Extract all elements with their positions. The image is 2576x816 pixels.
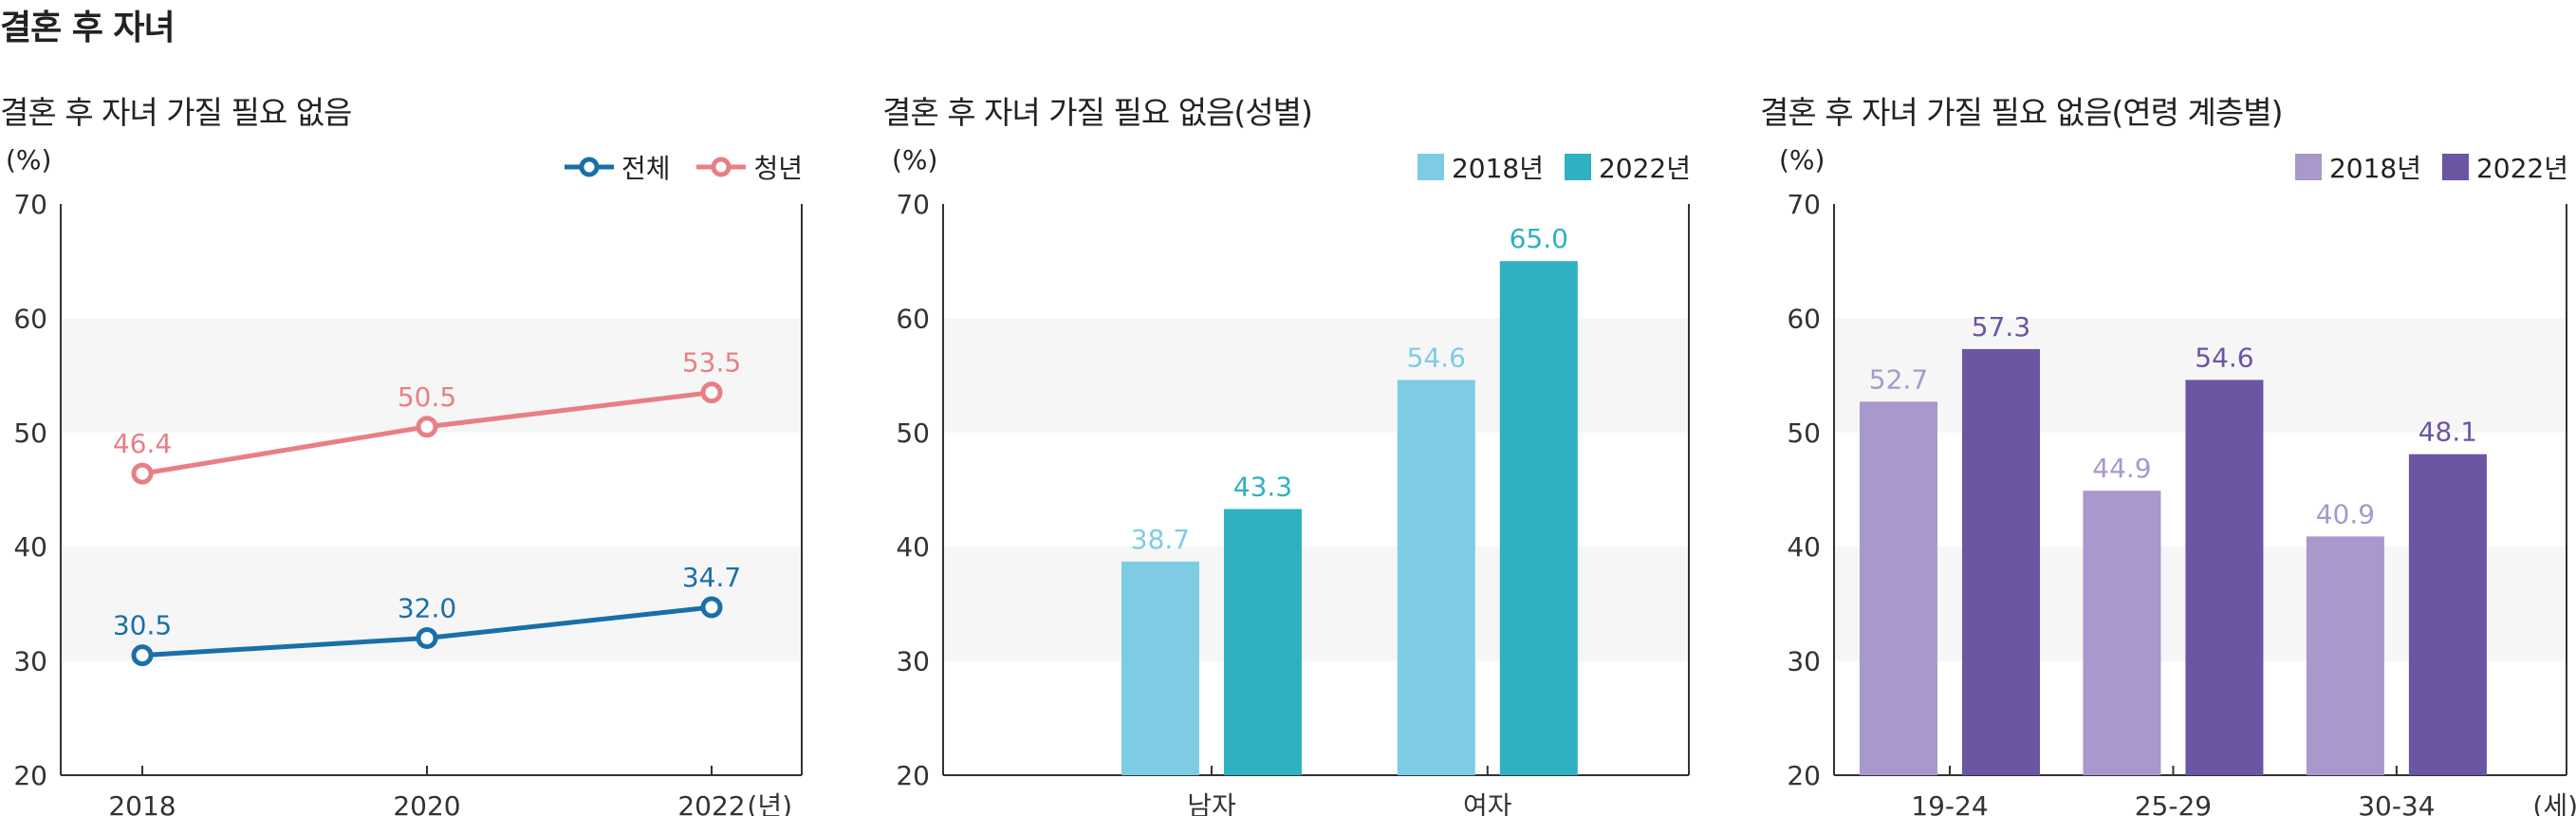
data-label: 53.5 (682, 347, 741, 379)
y-tick-label: 40 (13, 531, 47, 563)
x-tick-label: 25-29 (2135, 790, 2212, 816)
y-tick-label: 40 (1787, 531, 1821, 563)
data-label: 65.0 (1510, 223, 1568, 254)
data-label: 44.9 (2092, 453, 2151, 484)
y-tick-label: 20 (1787, 760, 1821, 791)
legend-label: 2018년 (1451, 153, 1544, 184)
data-label: 48.1 (2418, 417, 2477, 448)
data-label: 54.6 (2195, 342, 2253, 373)
legend-item-2022: 2022년 (2441, 148, 2568, 186)
x-tick-label: 남자 (1187, 790, 1236, 816)
legend: 전체 청년 (564, 148, 803, 186)
y-unit-label: (%) (892, 144, 938, 176)
data-point (131, 462, 154, 485)
legend-swatch (1564, 154, 1591, 180)
y-tick-label: 70 (1787, 189, 1821, 220)
data-point (416, 627, 438, 650)
legend-item-2018: 2018년 (1417, 148, 1544, 186)
x-tick-label: 2022 (677, 790, 745, 816)
grid-band (61, 204, 802, 319)
data-point (700, 381, 723, 404)
legend-item-2022: 2022년 (1564, 148, 1691, 186)
data-point (700, 596, 723, 619)
chart-title: 결혼 후 자녀 가질 필요 없음 (0, 94, 352, 131)
bar (2306, 536, 2384, 775)
legend-label: 2018년 (2328, 153, 2421, 184)
data-label: 54.6 (1407, 342, 1466, 373)
y-unit-label: (%) (1779, 144, 1825, 176)
x-tick-label: 19-24 (1911, 790, 1988, 816)
grid-band (61, 660, 802, 775)
legend-item-2018: 2018년 (2294, 148, 2421, 186)
x-tick-label: 여자 (1463, 790, 1512, 816)
chart-title: 결혼 후 자녀 가질 필요 없음(연령 계층별) (1760, 94, 2283, 131)
bar-chart-plot: 20 30 40 50 60 70 38.7 43.3 남자 54.6 65.0 여자 (896, 189, 1690, 816)
data-label: 57.3 (1972, 311, 2030, 343)
line-chart-plot: 20 30 40 50 60 70 2018 2020 2022 (년) 30.5 32.0 34.7 4… (13, 189, 803, 816)
x-tick-label: 2018 (108, 790, 176, 816)
data-label: 32.0 (398, 593, 456, 624)
data-label: 40.9 (2316, 498, 2375, 529)
y-tick-label: 20 (896, 760, 930, 791)
legend-line-marker-icon (696, 157, 747, 177)
chart-title: 결혼 후 자녀 가질 필요 없음(성별) (882, 94, 1313, 131)
bar (2185, 380, 2264, 775)
legend-item-youth: 청년 (696, 148, 803, 186)
bar (1223, 509, 1302, 775)
data-label: 38.7 (1131, 524, 1190, 555)
y-tick-label: 60 (1787, 303, 1821, 334)
bar-chart-plot: 20 30 40 50 60 70 52.7 57.3 19-24 44.9 54.6 25-29 40… (1787, 189, 2576, 816)
y-tick-label: 30 (896, 646, 930, 677)
page-title: 결혼 후 자녀 (0, 9, 176, 47)
overall-youth-line-chart: 결혼 후 자녀 가질 필요 없음 (%) 전체 청년 20 30 40 50 60 70 2… (0, 76, 816, 816)
y-tick-label: 30 (13, 646, 47, 677)
bar (1397, 380, 1475, 775)
y-tick-label: 50 (1787, 417, 1821, 449)
y-tick-label: 20 (13, 760, 47, 791)
grid-band (1834, 204, 2567, 319)
data-label: 46.4 (113, 428, 172, 459)
gender-bar-chart: 결혼 후 자녀 가질 필요 없음(성별) (%) 2018년 2022년 20 3… (882, 76, 1698, 816)
legend-label: 청년 (753, 153, 803, 184)
y-tick-label: 50 (896, 417, 930, 449)
legend-item-total: 전체 (564, 148, 671, 186)
data-label: 30.5 (113, 610, 172, 641)
data-label: 34.7 (682, 562, 741, 593)
y-tick-label: 30 (1787, 646, 1821, 677)
bar (1499, 261, 1578, 775)
y-tick-label: 60 (13, 303, 47, 334)
legend: 2018년 2022년 (2294, 148, 2568, 186)
bar (1121, 561, 1199, 775)
y-tick-label: 70 (13, 189, 47, 220)
data-label: 43.3 (1233, 471, 1292, 502)
data-label: 50.5 (398, 381, 456, 413)
age-group-bar-chart: 결혼 후 자녀 가질 필요 없음(연령 계층별) (%) 2018년 2022년… (1760, 76, 2576, 816)
legend-label: 2022년 (1598, 153, 1691, 184)
x-unit-label: (세) (2532, 790, 2576, 816)
grid-band (61, 432, 802, 547)
data-point (131, 644, 154, 667)
bar (2083, 491, 2161, 775)
y-tick-label: 60 (896, 303, 930, 334)
bar (1961, 348, 2040, 775)
y-tick-label: 70 (896, 189, 930, 220)
legend-swatch (2294, 154, 2322, 180)
legend-line-marker-icon (564, 157, 614, 177)
x-unit-label: (년) (747, 790, 792, 816)
legend-label: 전체 (621, 153, 671, 184)
legend-label: 2022년 (2475, 153, 2568, 184)
y-unit-label: (%) (6, 144, 52, 176)
x-tick-label: 2020 (393, 790, 460, 816)
legend-swatch (2441, 154, 2469, 180)
grid-band (61, 318, 802, 433)
legend: 2018년 2022년 (1417, 148, 1691, 186)
bar (1859, 401, 1937, 775)
x-tick-label: 30-34 (2358, 790, 2435, 816)
y-tick-label: 50 (13, 417, 47, 449)
bar (2408, 454, 2487, 775)
data-label: 52.7 (1869, 363, 1928, 395)
legend-swatch (1417, 154, 1444, 180)
data-point (416, 416, 438, 438)
y-tick-label: 40 (896, 531, 930, 563)
